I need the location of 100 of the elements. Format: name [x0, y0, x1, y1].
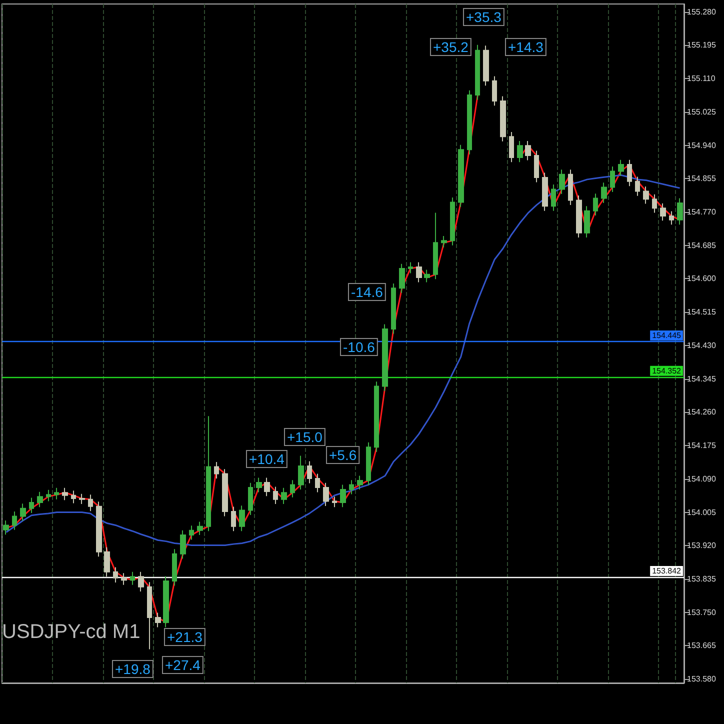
annotation: +5.6 [329, 447, 357, 463]
candlestick [12, 510, 17, 530]
y-tick-label: 154.685 [687, 240, 716, 250]
candlestick [155, 612, 161, 628]
candlestick [323, 482, 329, 506]
candlestick [559, 169, 565, 194]
y-tick-label: 153.750 [687, 608, 716, 617]
y-tick-label: 154.770 [687, 208, 716, 217]
candlestick [3, 520, 9, 536]
candlestick [408, 262, 413, 274]
candlestick [163, 576, 169, 628]
candlestick [20, 503, 26, 522]
candlestick [298, 455, 304, 490]
candlestick [222, 468, 228, 517]
candlestick [54, 487, 59, 500]
candlestick [433, 212, 438, 280]
candlestick [660, 202, 666, 222]
candlestick [239, 505, 245, 532]
candlestick [29, 497, 34, 514]
candlestick [366, 442, 371, 486]
ref-line-label: 153.842 [652, 566, 682, 576]
candlestick [424, 269, 430, 283]
y-tick-label: 154.600 [687, 274, 716, 284]
y-tick-label: 153.580 [687, 674, 716, 684]
candlestick [483, 45, 489, 86]
candlestick [256, 477, 262, 493]
y-tick-label: 154.430 [687, 340, 716, 350]
candlestick [315, 473, 320, 493]
candlestick [374, 381, 379, 452]
candlestick [231, 506, 236, 532]
candlestick [635, 176, 640, 196]
candlestick [206, 416, 211, 532]
candlestick [357, 475, 363, 490]
candlestick [525, 140, 531, 161]
annotation: +15.0 [287, 429, 323, 445]
candlestick [534, 150, 539, 183]
candlestick [652, 194, 657, 214]
candlestick [643, 186, 649, 204]
candlestick [340, 484, 346, 508]
y-tick-label: 153.665 [687, 641, 716, 650]
candlestick [610, 166, 615, 192]
candlestick [627, 159, 632, 187]
candlestick [147, 582, 152, 650]
candlestick [551, 184, 556, 212]
candlestick [46, 489, 51, 502]
candlestick [475, 44, 480, 100]
annotation: USDJPY-cd M1 [2, 621, 140, 643]
candlestick [458, 144, 464, 208]
annotation: +27.4 [165, 657, 201, 673]
candlestick [349, 480, 354, 495]
y-tick-label: 154.345 [687, 374, 716, 384]
candlestick [264, 477, 270, 497]
y-tick-label: 154.940 [687, 140, 716, 150]
annotation: -14.6 [351, 284, 384, 300]
line-series [5, 174, 681, 546]
candlestick [307, 460, 312, 484]
candlestick [576, 195, 582, 238]
candlestick [248, 482, 253, 516]
candlestick [669, 210, 674, 226]
candlestick [62, 487, 68, 501]
candlestick [189, 525, 194, 540]
candlestick [180, 530, 186, 560]
y-tick-label: 154.005 [687, 508, 716, 517]
candlestick [79, 493, 85, 505]
candlestick [517, 140, 523, 163]
candlestick [618, 159, 624, 176]
candlestick [96, 501, 102, 558]
candlestick [593, 193, 598, 216]
candlestick [450, 196, 455, 246]
candlestick [214, 462, 219, 480]
candlestick [172, 548, 177, 586]
candlestick [138, 571, 144, 592]
y-tick-label: 153.920 [687, 541, 716, 550]
candlestick [399, 263, 405, 294]
y-tick-label: 154.515 [687, 308, 716, 317]
candlestick [467, 90, 472, 155]
candlestick [197, 521, 203, 536]
candlestick [500, 96, 506, 142]
candlestick [601, 182, 607, 204]
y-tick-label: 154.260 [687, 408, 716, 417]
annotation: +19.8 [115, 661, 151, 677]
annotation: +35.3 [466, 9, 502, 25]
candlestick [71, 490, 76, 504]
y-tick-label: 154.175 [687, 441, 716, 450]
y-tick-label: 155.195 [687, 40, 716, 50]
y-tick-label: 154.090 [687, 474, 716, 484]
candlestick [677, 198, 683, 226]
y-tick-label: 154.855 [687, 174, 716, 184]
candlestick [281, 487, 287, 505]
candlestick [332, 496, 337, 508]
candlestick [492, 76, 497, 106]
candlestick [416, 262, 422, 283]
candlestick [113, 566, 118, 584]
candlestick [290, 480, 295, 498]
ref-line-label: 154.445 [652, 331, 682, 340]
y-tick-label: 155.025 [687, 107, 716, 116]
candlestick [391, 282, 396, 334]
y-tick-label: 155.110 [687, 74, 716, 84]
candlestick [441, 235, 447, 248]
annotation: +14.3 [508, 39, 544, 55]
